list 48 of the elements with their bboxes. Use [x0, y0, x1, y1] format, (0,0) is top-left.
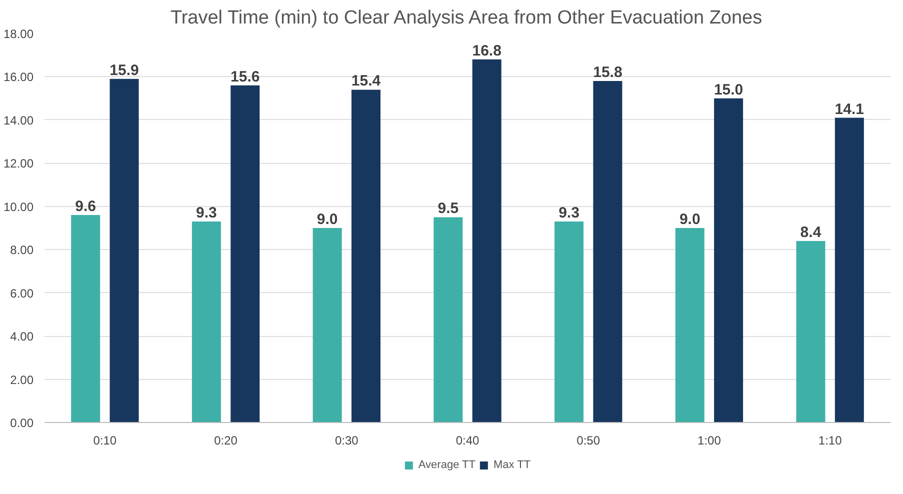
y-tick-label: 18.00 [3, 27, 34, 41]
bar [472, 59, 502, 422]
y-tick-label: 2.00 [10, 372, 34, 387]
data-label: 15.9 [110, 62, 139, 79]
data-label: 14.1 [834, 100, 864, 118]
y-tick-label: 6.00 [10, 286, 34, 300]
bar [71, 215, 100, 422]
bar [834, 118, 864, 422]
bar [230, 85, 260, 422]
data-label: 15.8 [593, 64, 622, 82]
x-tick-label: 1:00 [698, 434, 722, 448]
data-label: 9.3 [196, 204, 217, 222]
legend-label: Max TT [494, 459, 531, 471]
data-label: 15.0 [714, 81, 744, 98]
y-tick-label: 10.00 [3, 200, 34, 214]
data-label: 9.0 [679, 211, 700, 228]
y-tick-label: 14.00 [3, 113, 34, 128]
x-tick-label: 0:50 [576, 434, 600, 448]
data-label: 15.4 [351, 72, 382, 90]
y-tick-label: 4.00 [10, 330, 34, 344]
bar [312, 228, 342, 422]
bar [434, 217, 463, 422]
data-label: 15.6 [230, 68, 260, 86]
y-tick-label: 0.00 [10, 416, 34, 430]
data-label: 9.6 [75, 198, 96, 216]
x-tick-label: 0:10 [93, 434, 117, 448]
bar [675, 228, 704, 422]
bar [714, 98, 744, 422]
x-tick-label: 0:20 [214, 434, 238, 448]
data-label: 9.0 [316, 211, 338, 228]
x-tick-label: 0:40 [456, 434, 480, 448]
y-tick-label: 12.00 [3, 156, 34, 171]
x-tick-label: 0:30 [334, 434, 359, 448]
data-label: 8.4 [800, 224, 822, 241]
data-label: 9.3 [558, 204, 580, 222]
bar [554, 222, 584, 422]
chart-title: Travel Time (min) to Clear Analysis Area from Other Evacuation Zones [170, 8, 762, 28]
bar [110, 78, 139, 422]
x-tick-label: 1:10 [818, 434, 842, 448]
data-label: 9.5 [438, 200, 459, 218]
bar [796, 240, 826, 422]
bar [351, 90, 380, 422]
y-tick-label: 8.00 [10, 243, 34, 258]
bar [192, 222, 221, 422]
bar [593, 81, 622, 422]
y-tick-label: 16.00 [3, 70, 34, 84]
data-label: 16.8 [472, 42, 502, 60]
legend-label: Average TT [418, 459, 476, 471]
